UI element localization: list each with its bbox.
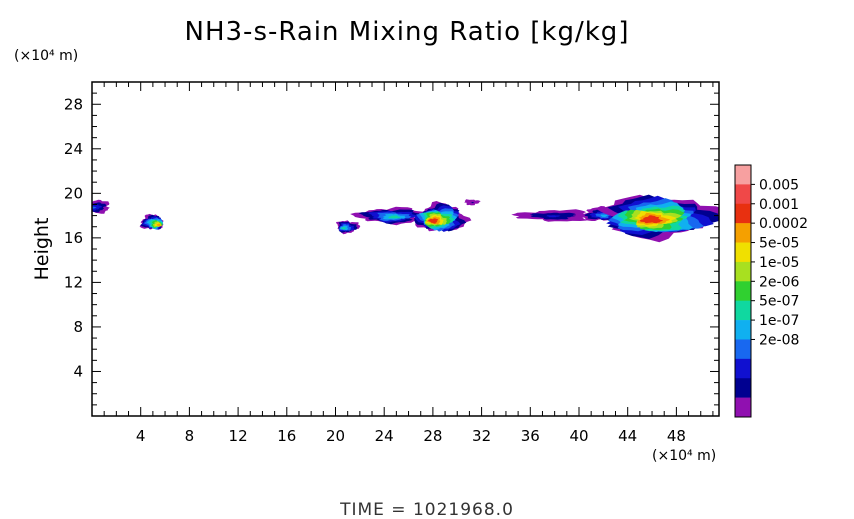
colorbar-swatch	[735, 223, 751, 243]
cloud-c6	[464, 199, 481, 206]
colorbar-swatch	[735, 320, 751, 340]
colorbar-label: 0.0002	[759, 216, 808, 232]
y-tick-label: 12	[64, 273, 83, 291]
contour-level	[427, 218, 439, 224]
x-tick-label: 20	[326, 427, 345, 445]
x-tick-label: 32	[472, 427, 491, 445]
contour-level	[639, 215, 663, 224]
contour-level	[387, 215, 401, 219]
x-tick-label: 4	[136, 427, 146, 445]
x-unit-label: (×10⁴ m)	[652, 448, 716, 464]
colorbar-swatch	[735, 281, 751, 301]
cloud-c4	[350, 206, 423, 226]
contour-level	[600, 214, 608, 218]
x-tick-label: 28	[423, 427, 442, 445]
colorbar-swatch	[735, 184, 751, 205]
colorbar-label: 5e-07	[759, 294, 799, 310]
x-tick-label: 12	[229, 427, 248, 445]
x-tick-label: 44	[618, 427, 637, 445]
contour-level	[92, 204, 102, 211]
contour-level	[92, 206, 97, 209]
colorbar-label: 2e-06	[759, 274, 799, 290]
cloud-c7	[511, 209, 592, 222]
colorbar-swatch	[735, 358, 751, 379]
colorbar-label: 2e-08	[759, 332, 799, 348]
colorbar-swatch	[735, 203, 751, 224]
x-tick-label: 24	[375, 427, 394, 445]
cloud-c5	[414, 201, 472, 232]
x-tick-label: 48	[667, 427, 686, 445]
cloud-c8	[580, 206, 623, 221]
colorbar-swatch	[735, 242, 751, 263]
x-tick-label: 16	[277, 427, 296, 445]
colorbar-label: 5e-05	[759, 236, 799, 252]
x-tick-label: 8	[185, 427, 195, 445]
y-axis-label: Height	[31, 218, 53, 281]
y-tick-label: 4	[73, 362, 83, 380]
x-tick-label: 40	[569, 427, 588, 445]
colorbar-frame	[734, 164, 752, 418]
cloud-c2	[139, 213, 164, 230]
contour-level	[546, 215, 561, 218]
colorbar-label: 1e-07	[759, 313, 799, 329]
plot-frame	[91, 81, 720, 417]
cloud-c9	[596, 194, 719, 243]
colorbar-label: 1e-05	[759, 255, 799, 271]
colorbar-swatch	[735, 339, 751, 360]
time-label: TIME = 1021968.0	[339, 500, 514, 519]
y-unit-label: (×10⁴ m)	[14, 48, 78, 64]
contour-level	[156, 223, 161, 227]
contour-level	[471, 201, 475, 204]
mixing-ratio-field	[92, 194, 719, 243]
cloud-c3	[336, 220, 361, 235]
colorbar-swatch	[735, 300, 751, 321]
y-tick-label: 16	[64, 229, 83, 247]
colorbar-swatch	[735, 165, 751, 185]
contour-level	[341, 227, 346, 230]
colorbar-swatch	[735, 397, 751, 418]
chart-title: NH3-s-Rain Mixing Ratio [kg/kg]	[185, 17, 630, 47]
colorbar-swatch	[735, 378, 751, 398]
y-tick-label: 8	[73, 318, 83, 336]
colorbar-swatch	[735, 261, 751, 282]
y-tick-label: 28	[64, 95, 83, 113]
colorbar-label: 0.005	[759, 177, 799, 193]
x-tick-label: 36	[521, 427, 540, 445]
y-tick-label: 24	[64, 140, 83, 158]
y-tick-label: 20	[64, 184, 83, 202]
colorbar-label: 0.001	[759, 197, 799, 213]
colorbar: 0.005 0.001 0.0002 5e-05 1e-05 2e-06 5e-07 1e-0…	[734, 164, 808, 418]
